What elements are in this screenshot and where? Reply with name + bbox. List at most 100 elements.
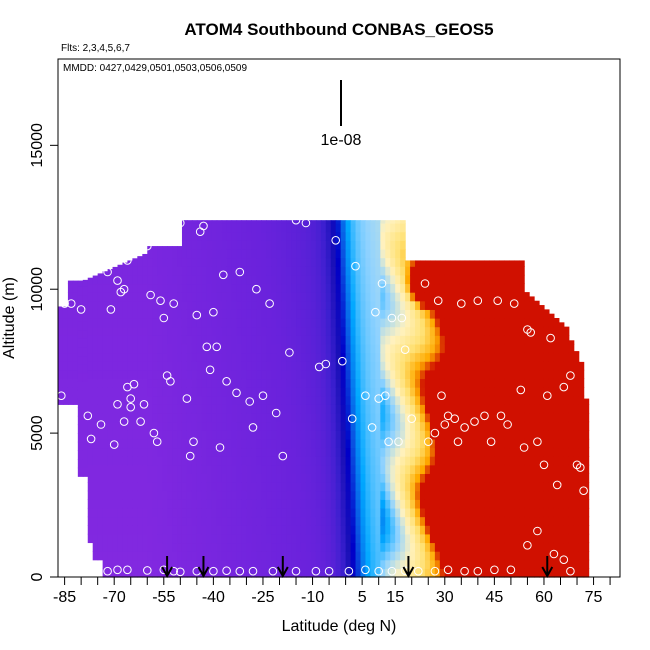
- heat-cell: [519, 335, 525, 345]
- heat-cell: [444, 361, 451, 371]
- heat-cell: [77, 433, 84, 443]
- heat-cell: [201, 412, 208, 423]
- heat-cell: [578, 568, 585, 578]
- heat-cell: [157, 421, 163, 431]
- sample-point: [400, 345, 410, 355]
- sample-point: [143, 566, 152, 575]
- heat-cell: [539, 352, 545, 362]
- heat-cell: [340, 525, 347, 535]
- heat-cell: [370, 231, 376, 241]
- heat-cell: [152, 387, 158, 397]
- heat-cell: [335, 335, 342, 345]
- heat-cell: [320, 404, 327, 414]
- heat-cell: [236, 257, 243, 267]
- sample-point: [222, 566, 231, 576]
- heat-cell: [142, 300, 148, 310]
- heat-cell: [390, 266, 396, 276]
- heat-cell: [221, 231, 228, 241]
- heat-cell: [479, 516, 486, 526]
- heat-cell: [102, 283, 109, 293]
- heat-cell: [147, 292, 153, 302]
- heat-cell: [152, 525, 158, 535]
- heat-cell: [365, 387, 372, 397]
- heat-cell: [479, 559, 486, 569]
- heat-cell: [360, 473, 367, 483]
- heat-cell: [305, 412, 312, 423]
- heat-cell: [117, 361, 124, 371]
- heat-cell: [514, 283, 520, 293]
- heat-cell: [300, 490, 307, 500]
- heat-cell: [514, 438, 520, 449]
- heat-cell: [132, 430, 138, 440]
- heat-cell: [454, 274, 461, 285]
- heat-cell: [405, 533, 411, 544]
- heat-cell: [137, 352, 143, 362]
- heat-cell: [504, 507, 510, 518]
- heat-cell: [127, 464, 133, 474]
- heat-cell: [246, 533, 252, 544]
- heat-cell: [380, 533, 386, 544]
- heat-cell: [87, 516, 94, 526]
- heat-cell: [405, 447, 411, 457]
- heat-cell: [484, 292, 491, 302]
- heat-cell: [172, 447, 178, 457]
- heat-cell: [400, 412, 406, 423]
- heat-cell: [112, 464, 119, 474]
- sample-point: [519, 443, 529, 452]
- heat-cell: [415, 412, 421, 423]
- heat-cell: [102, 490, 109, 500]
- heat-cell: [216, 525, 223, 535]
- heat-cell: [221, 559, 228, 569]
- heat-cell: [157, 516, 163, 526]
- heat-cell: [345, 335, 352, 345]
- heat-cell: [479, 507, 486, 518]
- heat-cell: [152, 447, 158, 457]
- heat-cell: [296, 283, 302, 293]
- heat-cell: [181, 438, 188, 449]
- heat-cell: [509, 438, 515, 449]
- heat-cell: [410, 335, 416, 345]
- heat-cell: [504, 352, 510, 362]
- heat-cell: [300, 507, 307, 518]
- heat-cell: [142, 326, 148, 336]
- heat-cell: [147, 300, 153, 310]
- heat-cell: [439, 473, 446, 483]
- heat-cell: [206, 516, 213, 526]
- heat-cell: [172, 266, 178, 276]
- heat-cell: [330, 326, 337, 336]
- heat-cell: [415, 387, 421, 397]
- heat-cell: [504, 568, 510, 578]
- heat-cell: [449, 361, 456, 371]
- heat-cell: [568, 387, 575, 397]
- heat-cell: [102, 404, 109, 414]
- heat-cell: [415, 300, 421, 310]
- heat-cell: [172, 309, 178, 319]
- heat-cell: [380, 318, 386, 328]
- heat-cell: [320, 369, 327, 380]
- heat-cell: [553, 542, 560, 552]
- heat-cell: [469, 482, 476, 492]
- heat-cell: [509, 533, 515, 544]
- heat-cell: [122, 274, 129, 285]
- heat-cell: [276, 352, 282, 362]
- heat-cell: [167, 507, 173, 518]
- heat-cell: [553, 378, 560, 388]
- heat-cell: [489, 421, 495, 431]
- heat-cell: [320, 559, 327, 569]
- heat-cell: [439, 300, 446, 310]
- heat-cell: [201, 257, 208, 267]
- heat-cell: [340, 533, 347, 544]
- heat-cell: [122, 343, 129, 354]
- heat-cell: [405, 507, 411, 518]
- heat-cell: [271, 507, 277, 518]
- heat-cell: [434, 335, 441, 345]
- heat-cell: [305, 516, 312, 526]
- heat-cell: [568, 430, 575, 440]
- heat-cell: [162, 369, 168, 380]
- heat-cell: [246, 248, 252, 259]
- heat-cell: [405, 438, 411, 449]
- heat-cell: [419, 464, 426, 474]
- heat-cell: [127, 430, 133, 440]
- heat-cell: [474, 447, 481, 457]
- heat-cell: [196, 490, 203, 500]
